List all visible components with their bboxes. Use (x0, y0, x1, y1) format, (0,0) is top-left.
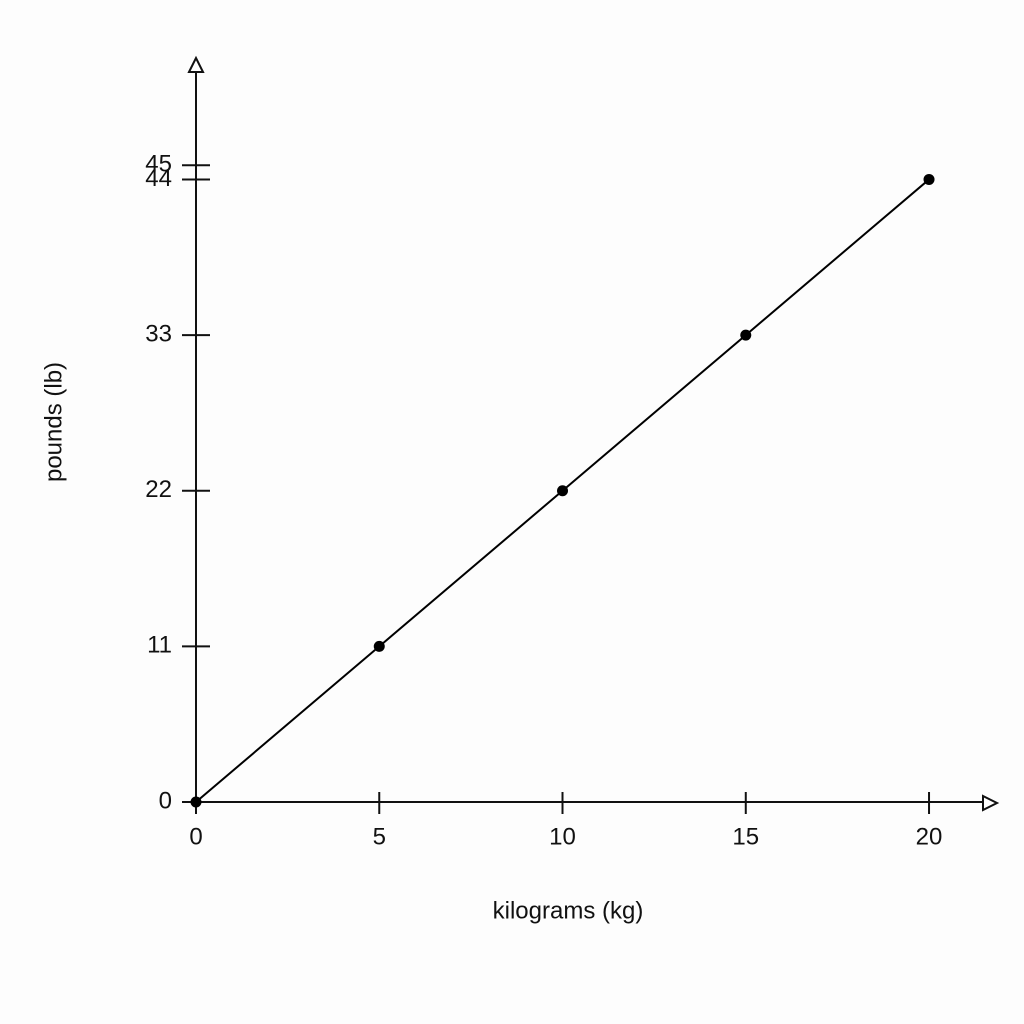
x-axis-label: kilograms (kg) (493, 897, 644, 924)
point (740, 329, 752, 341)
y-tick-label: 33 (145, 320, 172, 347)
x-tick-label: 15 (732, 823, 759, 850)
point (557, 485, 569, 497)
point (373, 640, 385, 652)
x-tick-label: 0 (189, 823, 202, 850)
x-tick-label: 5 (373, 823, 386, 850)
point (190, 796, 202, 808)
y-tick-label: 44 (145, 165, 172, 192)
x-tick-label: 20 (916, 823, 943, 850)
x-tick-label: 10 (549, 823, 576, 850)
y-tick-label: 11 (147, 632, 172, 659)
y-axis-label: pounds (lb) (40, 362, 67, 482)
point (923, 173, 935, 185)
y-tick-label: 0 (159, 787, 172, 814)
y-tick-label: 22 (145, 476, 172, 503)
y-tick-label: 45 (145, 151, 172, 178)
